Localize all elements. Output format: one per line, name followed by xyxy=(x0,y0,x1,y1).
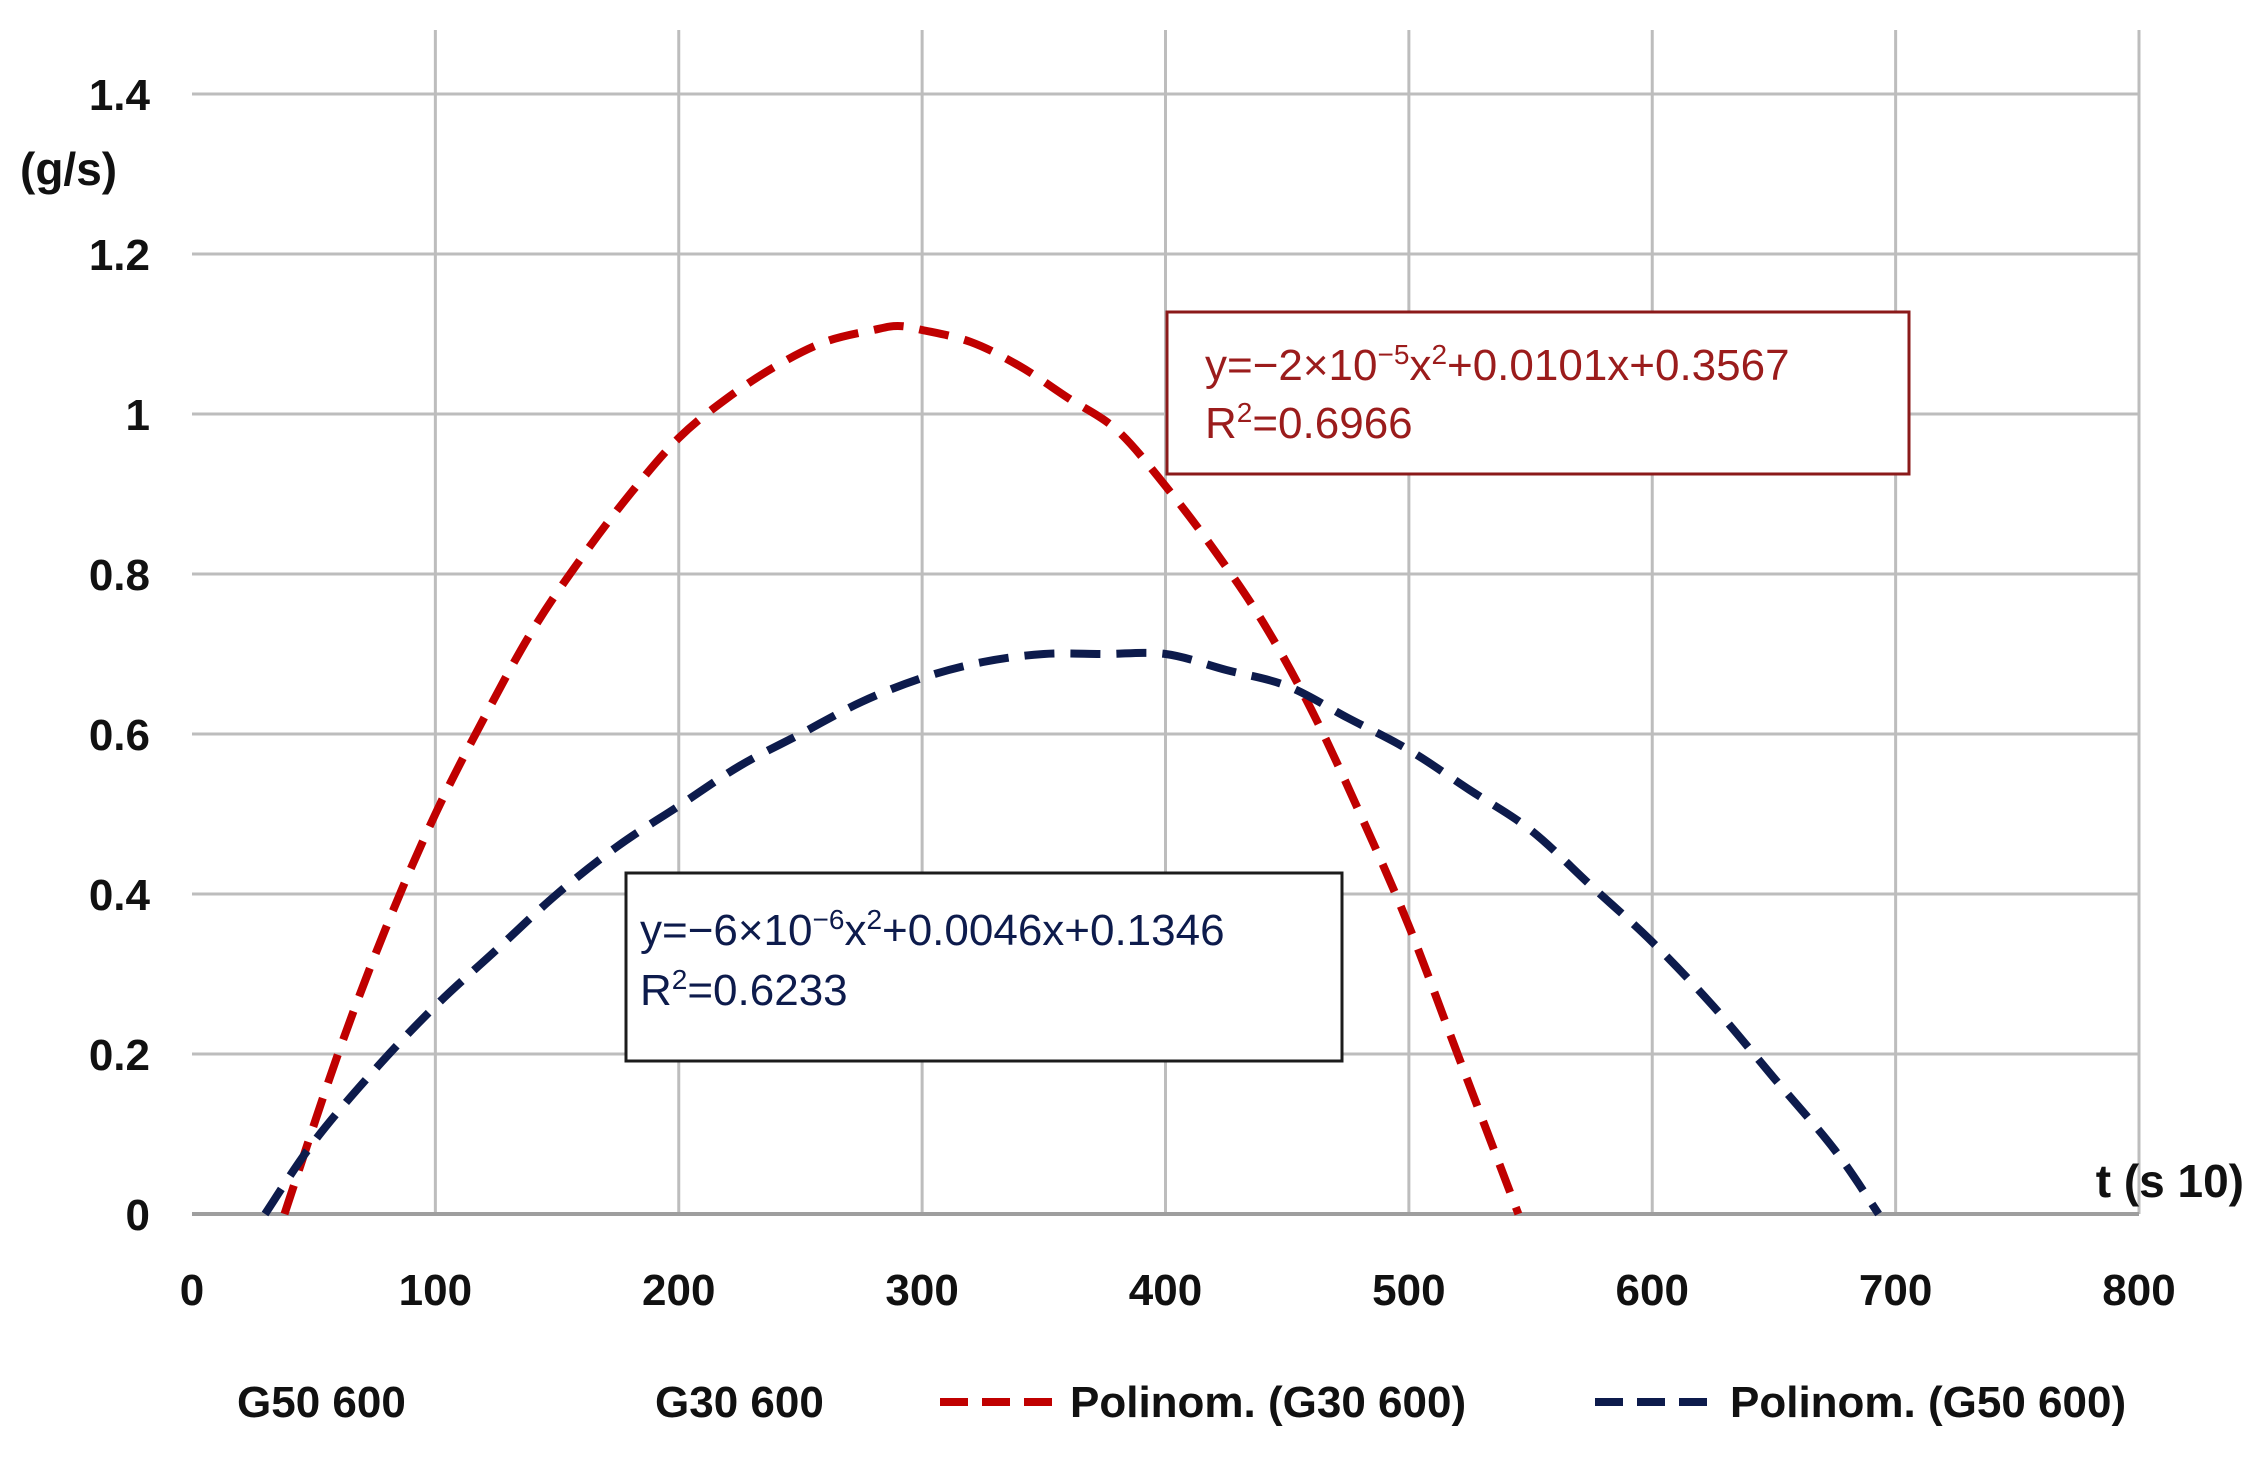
y-tick-label: 0 xyxy=(126,1191,150,1240)
equation-g30-exp: −5 xyxy=(1378,339,1410,370)
equation-g50-exp: −6 xyxy=(813,904,845,935)
legend-item-g30-600: G30 600 xyxy=(655,1378,824,1427)
axes: 0 100 200 300 400 500 600 700 800 0 0.2 0.4 0.6 0.8 1 1… xyxy=(89,71,2176,1315)
legend-item-polinom-g30: Polinom. (G30 600) xyxy=(1070,1378,1466,1427)
legend-item-polinom-g50: Polinom. (G50 600) xyxy=(1730,1378,2126,1427)
equation-box-g30: y=−2×10−5x2+0.0101x+0.3567 R2=0.6966 xyxy=(1165,310,1911,476)
y-axis-label: (g/s) xyxy=(20,143,117,195)
legend: G50 600 G30 600 Polinom. (G30 600) Polin… xyxy=(237,1378,2126,1427)
equation-g30-prefix: y=−2×10 xyxy=(1205,341,1378,390)
y-tick-label: 0.8 xyxy=(89,551,150,600)
y-tick-label: 1 xyxy=(126,391,150,440)
x-tick-label: 800 xyxy=(2102,1266,2175,1315)
x-tick-label: 600 xyxy=(1616,1266,1689,1315)
x-tick-label: 300 xyxy=(885,1266,958,1315)
y-tick-label: 1.4 xyxy=(89,71,151,120)
x-tick-label: 500 xyxy=(1372,1266,1445,1315)
r2-g30: R2=0.6966 xyxy=(1205,397,1413,448)
series-line-polinom-g30 xyxy=(280,321,1523,1216)
legend-item-g50-600: G50 600 xyxy=(237,1378,406,1427)
equation-g50: y=−6×10−6x2+0.0046x+0.1346 xyxy=(640,904,1225,955)
y-tick-label: 1.2 xyxy=(89,231,150,280)
x-axis-label: t (s 10) xyxy=(2096,1155,2244,1207)
equation-g50-prefix: y=−6×10 xyxy=(640,906,813,955)
r2-g30-suffix: =0.6966 xyxy=(1252,399,1412,448)
x-tick-label: 200 xyxy=(642,1266,715,1315)
r2-g30-prefix: R xyxy=(1205,399,1237,448)
x-tick-label: 0 xyxy=(180,1266,204,1315)
r2-g50: R2=0.6233 xyxy=(640,964,848,1015)
equation-g50-mid: x xyxy=(844,906,866,955)
y-tick-label: 0.2 xyxy=(89,1031,150,1080)
y-tick-label: 0.4 xyxy=(89,871,151,920)
equation-box-g30-frame xyxy=(1165,310,1911,476)
x-tick-label: 100 xyxy=(399,1266,472,1315)
series-layer xyxy=(261,321,1882,1217)
r2-g50-suffix: =0.6233 xyxy=(687,966,847,1015)
r2-g30-sq: 2 xyxy=(1237,397,1253,428)
equation-g30-suffix: +0.0101x+0.3567 xyxy=(1447,341,1790,390)
series-line-polinom-g50 xyxy=(261,648,1882,1217)
equation-g30-mid: x xyxy=(1409,341,1431,390)
equation-box-g50-frame xyxy=(624,871,1344,1063)
x-tick-label: 400 xyxy=(1129,1266,1202,1315)
r2-g50-sq: 2 xyxy=(672,964,688,995)
x-tick-label: 700 xyxy=(1859,1266,1932,1315)
equation-g50-sq: 2 xyxy=(866,904,882,935)
equation-g50-suffix: +0.0046x+0.1346 xyxy=(882,906,1225,955)
equation-g30: y=−2×10−5x2+0.0101x+0.3567 xyxy=(1205,339,1790,390)
r2-g50-prefix: R xyxy=(640,966,672,1015)
y-tick-label: 0.6 xyxy=(89,711,150,760)
equation-g30-sq: 2 xyxy=(1431,339,1447,370)
equation-box-g50: y=−6×10−6x2+0.0046x+0.1346 R2=0.6233 xyxy=(624,871,1344,1063)
